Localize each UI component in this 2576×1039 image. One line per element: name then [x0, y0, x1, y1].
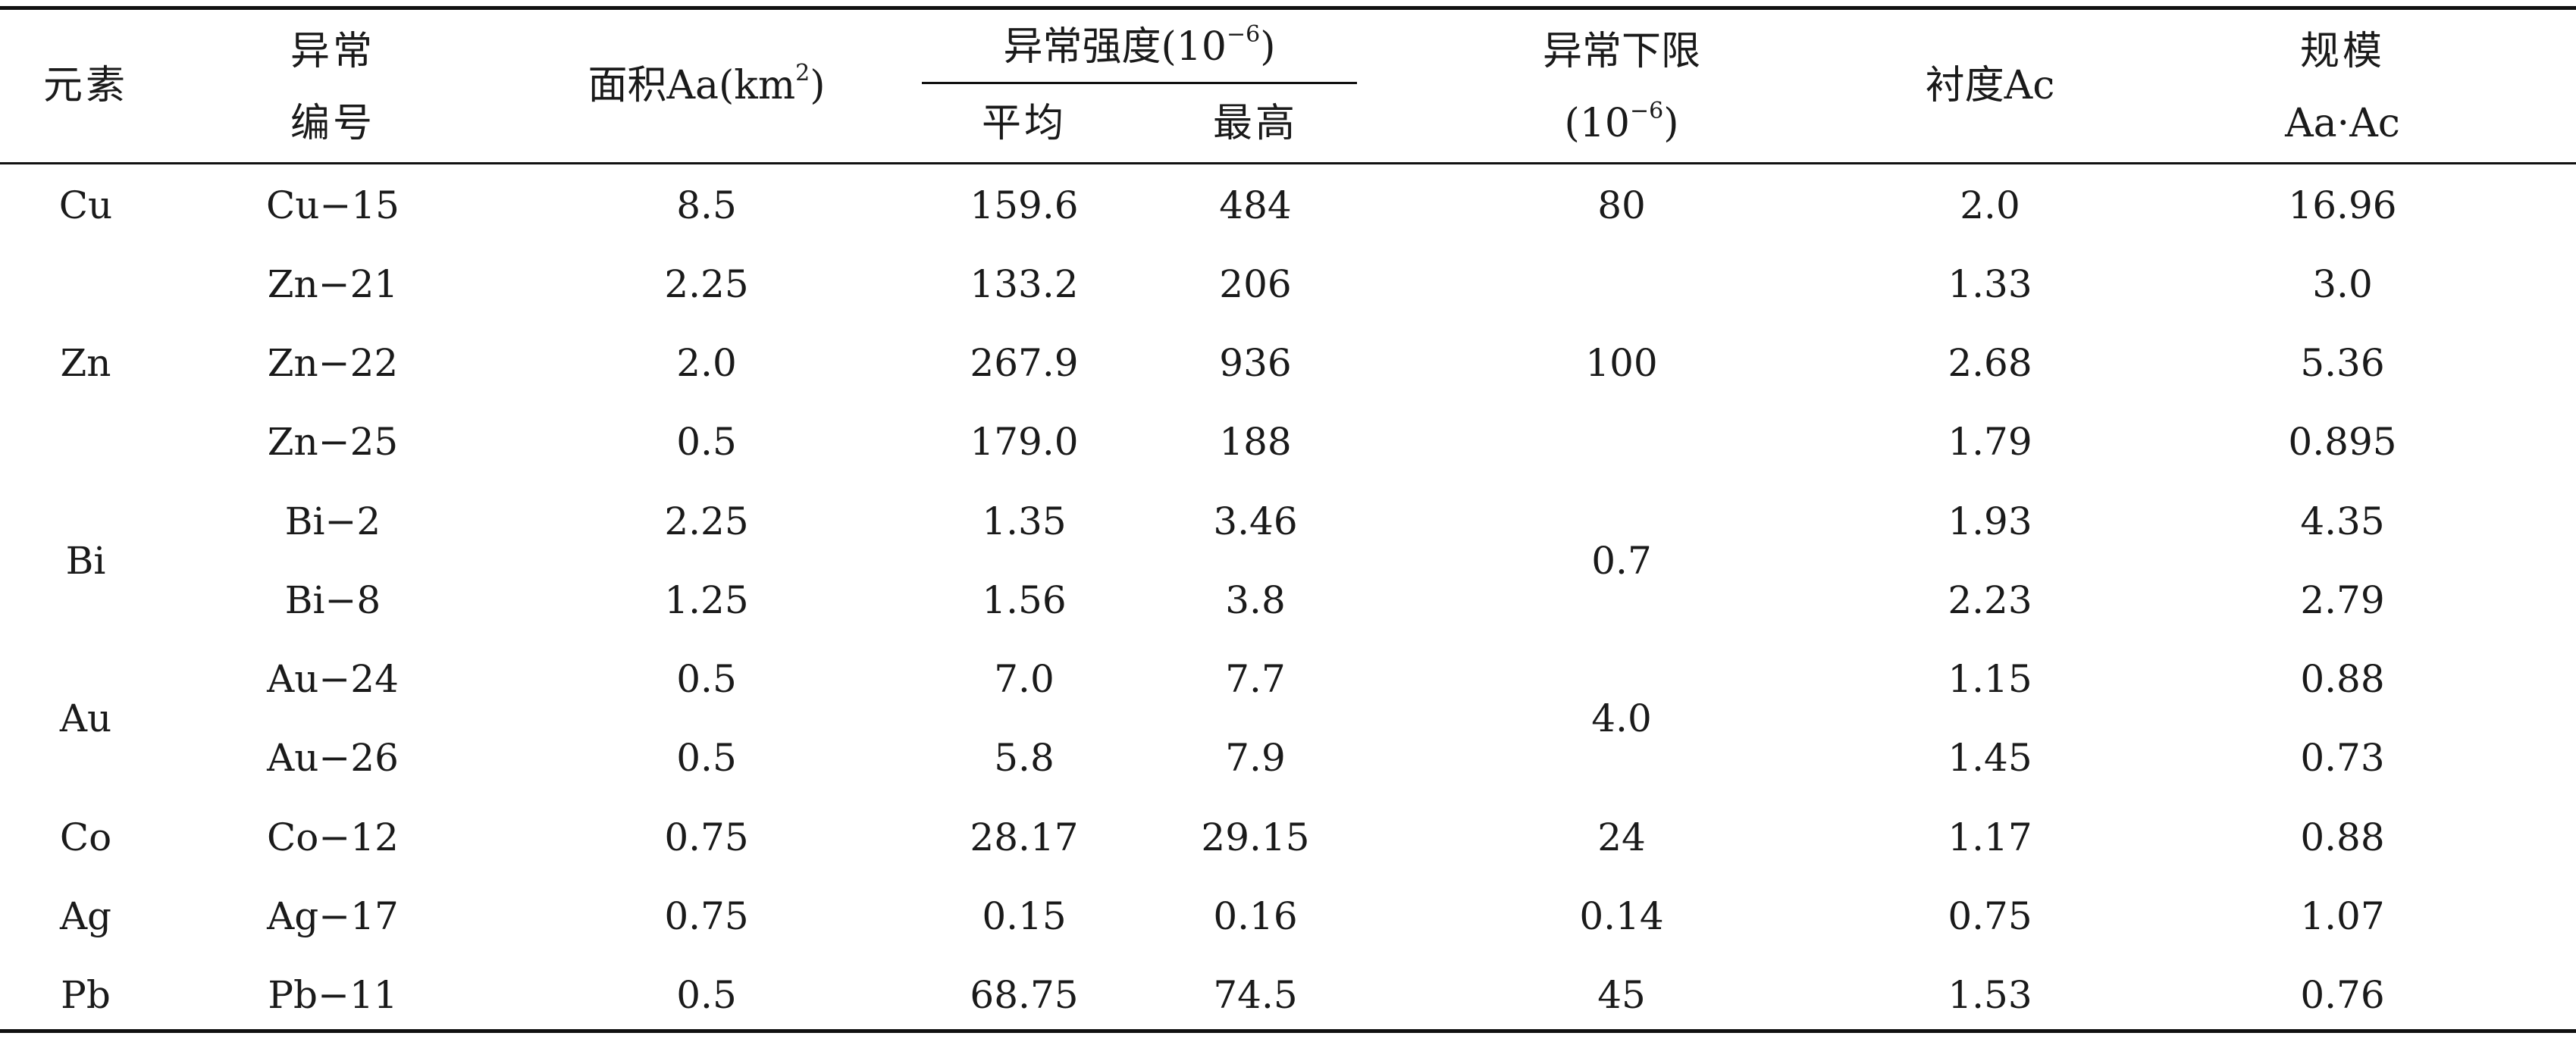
max-cell: 206: [1219, 262, 1292, 306]
contrast-cell: 2.23: [1948, 578, 2032, 622]
anomaly-id-cell: Pb−11: [268, 973, 398, 1017]
max-cell: 74.5: [1213, 973, 1298, 1017]
anomaly-id-cell: Bi−8: [284, 578, 381, 622]
anomaly-id-cell: Au−24: [267, 657, 399, 701]
anomaly-id-cell: Cu−15: [266, 183, 400, 227]
avg-cell: 0.15: [982, 894, 1067, 938]
avg-cell: 28.17: [970, 815, 1079, 859]
contrast-cell: 1.33: [1948, 262, 2032, 306]
header-area: 面积Aa(km2): [588, 59, 826, 108]
element-cell: Bi: [65, 539, 106, 583]
area-cell: 2.25: [664, 499, 749, 543]
lower-limit-cell: 0.7: [1591, 539, 1652, 583]
header-scale-line2: Aa·Ac: [2285, 101, 2400, 146]
lower-limit-cell: 100: [1585, 341, 1658, 385]
area-cell: 2.25: [664, 262, 749, 306]
intensity-subheader-rule: [922, 82, 1357, 84]
max-cell: 936: [1219, 341, 1292, 385]
scale-cell: 0.73: [2300, 736, 2385, 780]
header-anomaly-id-line1: 异常: [290, 29, 376, 74]
contrast-cell: 1.79: [1948, 420, 2032, 464]
header-scale-line1: 规模: [2299, 29, 2386, 74]
contrast-cell: 0.75: [1948, 894, 2032, 938]
area-cell: 0.75: [664, 894, 749, 938]
contrast-cell: 2.68: [1948, 341, 2032, 385]
max-cell: 3.8: [1225, 578, 1286, 622]
max-cell: 7.9: [1225, 736, 1286, 780]
avg-cell: 267.9: [970, 341, 1079, 385]
lower-limit-cell: 4.0: [1591, 696, 1652, 740]
avg-cell: 68.75: [970, 973, 1079, 1017]
anomaly-id-cell: Au−26: [267, 736, 399, 780]
lower-limit-cell: 45: [1597, 973, 1646, 1017]
contrast-cell: 1.15: [1948, 657, 2032, 701]
scale-cell: 4.35: [2300, 499, 2385, 543]
avg-cell: 7.0: [994, 657, 1055, 701]
max-cell: 484: [1219, 183, 1292, 227]
area-cell: 8.5: [676, 183, 737, 227]
element-cell: Au: [59, 696, 112, 740]
header-lower-limit-line2: (10−6): [1564, 97, 1679, 146]
scale-cell: 1.07: [2300, 894, 2385, 938]
area-cell: 2.0: [676, 341, 737, 385]
scale-cell: 0.88: [2300, 815, 2385, 859]
table-top-rule: [0, 6, 2576, 10]
header-intensity-avg: 平均: [981, 101, 1067, 146]
max-cell: 29.15: [1201, 815, 1310, 859]
contrast-cell: 1.53: [1948, 973, 2032, 1017]
scale-cell: 16.96: [2288, 183, 2397, 227]
max-cell: 3.46: [1213, 499, 1298, 543]
avg-cell: 159.6: [970, 183, 1079, 227]
table-bottom-rule: [0, 1029, 2576, 1033]
max-cell: 7.7: [1225, 657, 1286, 701]
avg-cell: 1.35: [982, 499, 1067, 543]
element-cell: Zn: [60, 341, 111, 385]
scale-cell: 0.88: [2300, 657, 2385, 701]
lower-limit-cell: 80: [1597, 183, 1646, 227]
avg-cell: 179.0: [970, 420, 1079, 464]
area-cell: 0.5: [676, 420, 737, 464]
anomaly-id-cell: Zn−22: [267, 341, 399, 385]
contrast-cell: 1.17: [1948, 815, 2032, 859]
contrast-cell: 2.0: [1960, 183, 2020, 227]
max-cell: 188: [1219, 420, 1292, 464]
area-cell: 0.75: [664, 815, 749, 859]
anomaly-id-cell: Co−12: [267, 815, 399, 859]
element-cell: Ag: [59, 894, 112, 938]
anomaly-id-cell: Bi−2: [284, 499, 381, 543]
element-cell: Cu: [58, 183, 113, 227]
element-cell: Co: [59, 815, 112, 859]
scale-cell: 0.76: [2300, 973, 2385, 1017]
scale-cell: 3.0: [2312, 262, 2373, 306]
anomaly-id-cell: Zn−21: [267, 262, 399, 306]
lower-limit-cell: 0.14: [1579, 894, 1664, 938]
header-lower-limit-line1: 异常下限: [1542, 29, 1701, 74]
scale-cell: 5.36: [2300, 341, 2385, 385]
anomaly-id-cell: Zn−25: [267, 420, 399, 464]
contrast-cell: 1.45: [1948, 736, 2032, 780]
avg-cell: 1.56: [982, 578, 1067, 622]
contrast-cell: 1.93: [1948, 499, 2032, 543]
table-header-rule: [0, 162, 2576, 164]
header-contrast: 衬度Ac: [1925, 63, 2055, 108]
lower-limit-cell: 24: [1597, 815, 1646, 859]
scale-cell: 0.895: [2288, 420, 2397, 464]
header-element: 元素: [42, 63, 129, 108]
header-intensity-max: 最高: [1212, 101, 1299, 146]
anomaly-id-cell: Ag−17: [267, 894, 399, 938]
area-cell: 1.25: [664, 578, 749, 622]
avg-cell: 133.2: [970, 262, 1079, 306]
header-anomaly-id-line2: 编号: [290, 101, 376, 146]
avg-cell: 5.8: [994, 736, 1055, 780]
scale-cell: 2.79: [2300, 578, 2385, 622]
element-cell: Pb: [61, 973, 111, 1017]
max-cell: 0.16: [1213, 894, 1298, 938]
area-cell: 0.5: [676, 736, 737, 780]
area-cell: 0.5: [676, 657, 737, 701]
header-intensity: 异常强度(10−6): [1003, 20, 1276, 70]
area-cell: 0.5: [676, 973, 737, 1017]
